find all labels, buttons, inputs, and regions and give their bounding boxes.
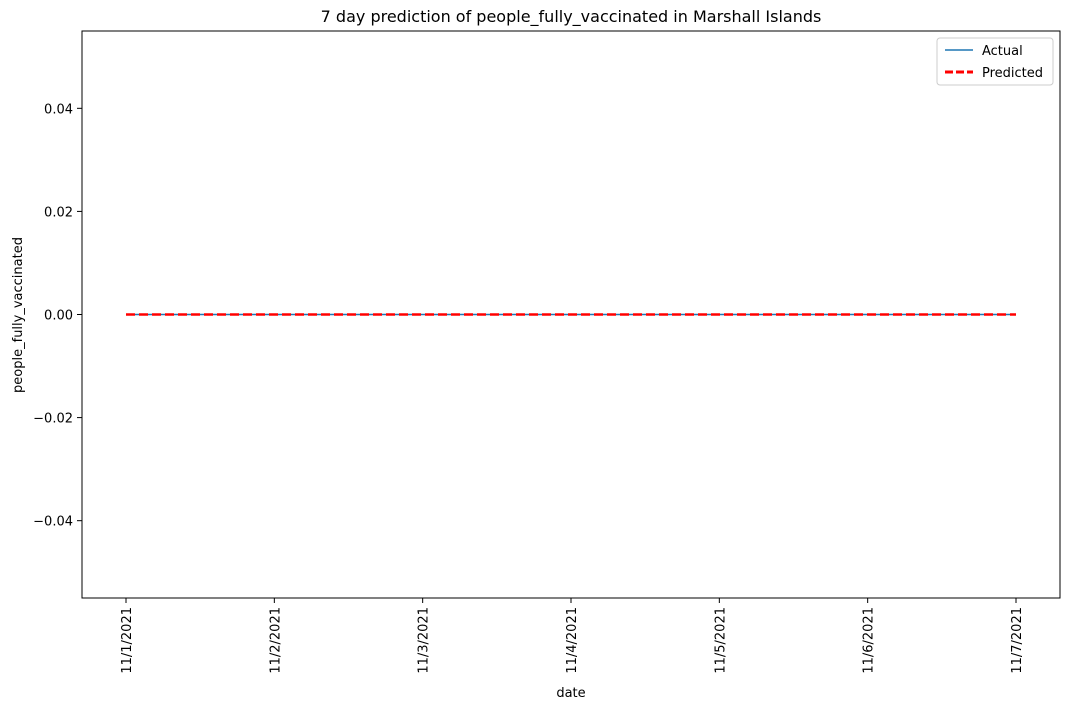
- y-tick-label: 0.04: [44, 102, 73, 117]
- x-tick-label: 11/6/2021: [862, 607, 877, 674]
- x-tick-label: 11/1/2021: [120, 607, 135, 674]
- x-axis: 11/1/2021 11/2/2021 11/3/2021 11/4/2021 11/5…: [120, 598, 1025, 674]
- legend: Actual Predicted: [936, 37, 1054, 86]
- y-tick-label: −0.04: [33, 515, 73, 530]
- x-tick-label: 11/5/2021: [713, 607, 728, 674]
- legend-actual-label: Actual: [982, 44, 1023, 59]
- x-tick-label: 11/7/2021: [1010, 607, 1025, 674]
- legend-predicted-label: Predicted: [982, 66, 1043, 81]
- chart-title: 7 day prediction of people_fully_vaccina…: [321, 7, 822, 27]
- x-tick-label: 11/3/2021: [417, 607, 432, 674]
- y-axis: −0.04 −0.02 0.00 0.02 0.04: [33, 102, 82, 530]
- y-tick-label: 0.02: [44, 205, 73, 220]
- x-tick-label: 11/2/2021: [268, 607, 283, 674]
- y-tick-label: 0.00: [44, 309, 73, 324]
- x-tick-label: 11/4/2021: [565, 607, 580, 674]
- x-axis-label: date: [556, 686, 585, 701]
- y-tick-label: −0.02: [33, 412, 73, 427]
- y-axis-label: people_fully_vaccinated: [11, 237, 26, 393]
